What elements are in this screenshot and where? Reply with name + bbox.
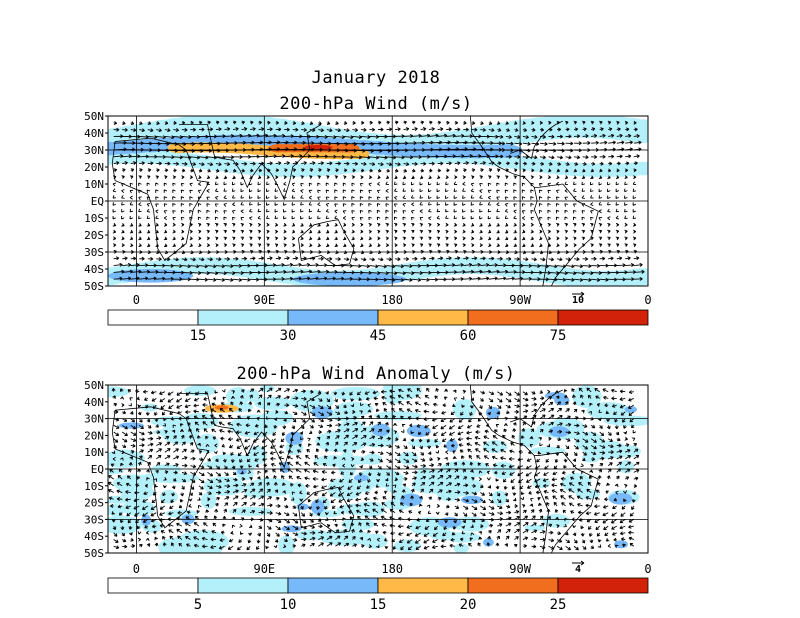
lat-label: 30S	[84, 246, 104, 259]
lon-label: 0	[133, 293, 140, 307]
lat-label: 50S	[84, 547, 104, 560]
lat-label: 40N	[84, 396, 104, 409]
lat-label: 20N	[84, 161, 104, 174]
lon-label: 90W	[509, 293, 531, 307]
lon-label: 0	[133, 562, 140, 576]
lat-label: 20S	[84, 497, 104, 510]
lat-label: 50N	[84, 110, 104, 123]
lat-label: 30N	[84, 144, 104, 157]
reference-vector-label: 4	[575, 564, 581, 575]
colorbar-tick-label: 20	[460, 597, 477, 613]
lon-label: 180	[381, 562, 403, 576]
lat-label: 30N	[84, 413, 104, 426]
gridlines	[108, 116, 648, 286]
lat-label: 20N	[84, 429, 104, 442]
lon-label: 0	[644, 562, 651, 576]
figure-title-month: January 2018	[311, 68, 441, 88]
colorbar: 5 10 15 20 25	[107, 577, 649, 613]
colorbar-swatch	[287, 309, 379, 326]
colorbar-tick-label: 45	[370, 328, 387, 344]
lat-label: 10N	[84, 446, 104, 459]
lat-label: 40S	[84, 263, 104, 276]
colorbar-swatch	[107, 309, 199, 326]
colorbar-tick-label: 25	[550, 597, 567, 613]
colorbar-tick-label: 10	[280, 597, 297, 613]
lat-label: 40S	[84, 530, 104, 543]
shaded-wind-speed-field	[108, 116, 648, 286]
lat-label: 30S	[84, 513, 104, 526]
map-panel-total: 50N 40N 30N 20N 10N EQ 10S 20S 30S 40S 50S 0 90E 180 9…	[84, 110, 651, 344]
map-panel-anomaly: 50N 40N 30N 20N 10N EQ 10S 20S 30S 40S 50S 0 90E 180 9…	[84, 379, 651, 613]
colorbar-swatch	[377, 309, 469, 326]
lat-label: 10S	[84, 212, 104, 225]
lon-label: 180	[381, 293, 403, 307]
lat-label: 50S	[84, 280, 104, 293]
lat-label: 40N	[84, 127, 104, 140]
panel-title-wind-anomaly: 200-hPa Wind Anomaly (m/s)	[236, 364, 516, 384]
colorbar-swatch	[287, 577, 379, 594]
colorbar-swatch	[557, 577, 649, 594]
colorbar-tick-label: 15	[370, 597, 387, 613]
colorbar-swatch	[467, 309, 559, 326]
lat-label: 20S	[84, 229, 104, 242]
colorbar-swatch	[197, 577, 289, 594]
reference-vector-label: 10	[572, 295, 584, 306]
colorbar-tick-label: 75	[550, 328, 567, 344]
colorbar-swatch	[377, 577, 469, 594]
colorbar-swatch	[107, 577, 199, 594]
colorbar-tick-label: 30	[280, 328, 297, 344]
lon-label: 90E	[253, 293, 275, 307]
colorbar: 15 30 45 60 75	[107, 309, 649, 344]
panel-title-total-wind: 200-hPa Wind (m/s)	[279, 94, 473, 114]
lat-label: EQ	[91, 195, 104, 208]
colorbar-swatch	[197, 309, 289, 326]
shaded-wind-speed-field	[108, 385, 648, 553]
lat-label: 50N	[84, 379, 104, 392]
colorbar-tick-label: 5	[194, 597, 202, 613]
colorbar-tick-label: 15	[190, 328, 207, 344]
lon-label: 90W	[509, 562, 531, 576]
colorbar-swatch	[467, 577, 559, 594]
lat-label: EQ	[91, 463, 104, 476]
reference-vector-arrow	[572, 291, 585, 297]
coastlines	[111, 384, 599, 554]
colorbar-tick-label: 60	[460, 328, 477, 344]
lat-label: 10S	[84, 480, 104, 493]
wind-vectors	[112, 120, 645, 282]
lon-label: 90E	[253, 562, 275, 576]
lat-label: 10N	[84, 178, 104, 191]
reference-vector-arrow	[572, 560, 585, 566]
coastlines	[111, 115, 599, 287]
gridlines	[108, 385, 648, 553]
lon-label: 0	[644, 293, 651, 307]
colorbar-swatch	[557, 309, 649, 326]
